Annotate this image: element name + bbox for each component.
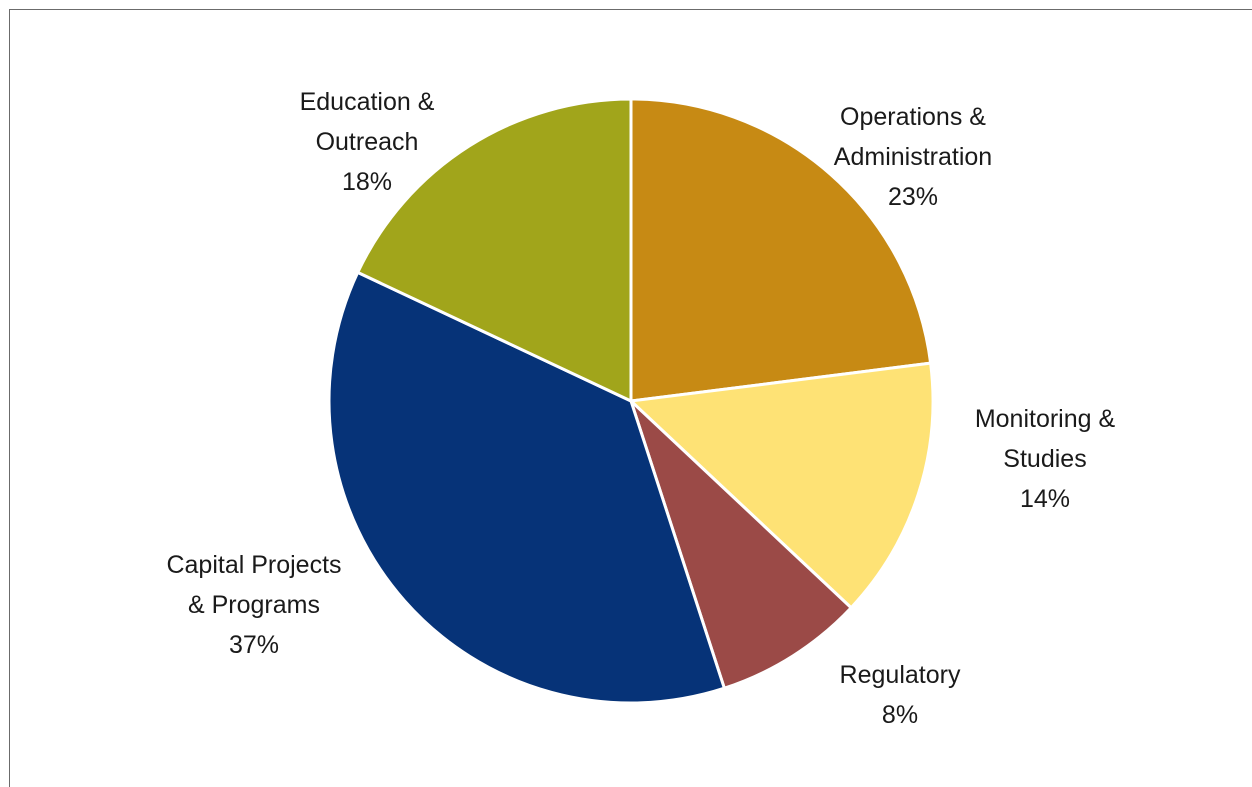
slice-value-label: 18% [341,168,393,196]
pie-slice-education [356,97,633,403]
slice-value-label: 8% [881,701,919,729]
slice-label-operations: Operations & Administration 23% [834,97,992,217]
slice-label-line: & Programs [188,591,320,619]
slice-label-line: Administration [833,143,993,171]
slice-label-line: Education & [299,88,435,116]
slice-label-line: Studies [1003,445,1087,473]
chart-frame [9,9,1252,787]
pie-slice-capital [327,270,726,705]
slice-label-line: Regulatory [839,661,961,689]
pie-slice-monitoring [629,361,935,610]
slice-label-line: Outreach [315,128,419,156]
slice-label-line: Capital Projects [166,551,342,579]
slice-label-education: Education & Outreach 18% [300,82,435,202]
slice-label-line: Operations & [840,103,986,131]
slice-value-label: 37% [228,631,280,659]
pie-slice-regulatory [629,399,853,690]
slice-value-label: 23% [887,183,939,211]
slice-label-capital: Capital Projects & Programs 37% [166,545,341,665]
slice-value-label: 14% [1019,485,1071,513]
pie-slice-operations [629,97,933,403]
slice-label-regulatory: Regulatory 8% [840,655,961,735]
slice-label-monitoring: Monitoring & Studies 14% [975,399,1115,519]
slice-label-line: Monitoring & [974,405,1116,433]
